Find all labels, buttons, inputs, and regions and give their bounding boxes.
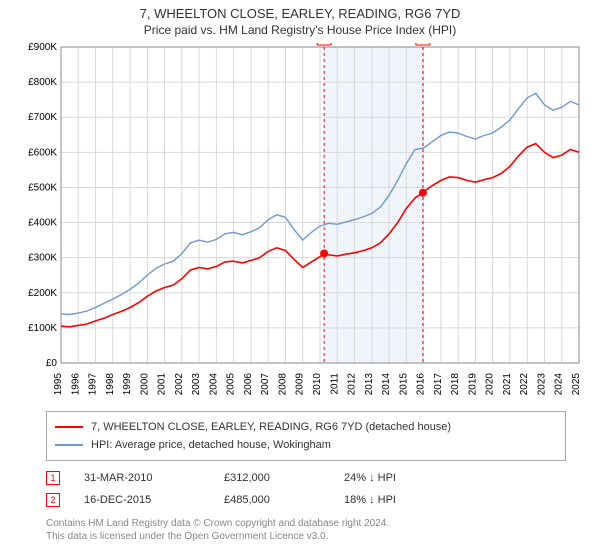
event-row: 1 31-MAR-2010 £312,000 24% ↓ HPI <box>46 467 566 489</box>
svg-text:£100K: £100K <box>28 323 57 334</box>
svg-text:£400K: £400K <box>28 218 57 229</box>
svg-text:2010: 2010 <box>312 373 323 396</box>
svg-text:2002: 2002 <box>174 373 185 396</box>
svg-text:2019: 2019 <box>467 373 478 396</box>
legend: 7, WHEELTON CLOSE, EARLEY, READING, RG6 … <box>46 411 566 461</box>
event-price: £312,000 <box>224 472 344 484</box>
svg-text:£900K: £900K <box>28 43 57 53</box>
svg-text:2005: 2005 <box>226 373 237 396</box>
page-subtitle: Price paid vs. HM Land Registry's House … <box>10 23 590 37</box>
legend-label: HPI: Average price, detached house, Woki… <box>91 439 331 451</box>
footer-line: Contains HM Land Registry data © Crown c… <box>46 517 582 530</box>
svg-text:1996: 1996 <box>70 373 81 396</box>
svg-text:£600K: £600K <box>28 147 57 158</box>
events-table: 1 31-MAR-2010 £312,000 24% ↓ HPI 2 16-DE… <box>46 467 566 511</box>
event-price: £485,000 <box>224 494 344 506</box>
event-date: 16-DEC-2015 <box>84 494 224 506</box>
svg-text:£500K: £500K <box>28 182 57 193</box>
legend-label: 7, WHEELTON CLOSE, EARLEY, READING, RG6 … <box>91 421 451 433</box>
event-delta: 18% ↓ HPI <box>344 494 464 506</box>
event-delta: 24% ↓ HPI <box>344 472 464 484</box>
svg-text:1999: 1999 <box>122 373 133 396</box>
svg-text:2017: 2017 <box>433 373 444 396</box>
svg-text:2008: 2008 <box>277 373 288 396</box>
footer-line: This data is licensed under the Open Gov… <box>46 530 582 543</box>
legend-swatch <box>55 444 83 446</box>
svg-text:1998: 1998 <box>105 373 116 396</box>
footer: Contains HM Land Registry data © Crown c… <box>46 517 582 543</box>
svg-text:2021: 2021 <box>502 373 513 396</box>
event-row: 2 16-DEC-2015 £485,000 18% ↓ HPI <box>46 489 566 511</box>
svg-text:2014: 2014 <box>381 373 392 396</box>
svg-text:2012: 2012 <box>347 373 358 396</box>
svg-text:2024: 2024 <box>554 373 565 396</box>
svg-text:£0: £0 <box>46 358 58 369</box>
legend-swatch <box>55 426 83 428</box>
event-marker-icon: 1 <box>46 471 60 485</box>
svg-text:2000: 2000 <box>139 373 150 396</box>
svg-text:2020: 2020 <box>485 373 496 396</box>
svg-text:£300K: £300K <box>28 253 57 264</box>
svg-text:£200K: £200K <box>28 288 57 299</box>
event-marker-icon: 2 <box>46 493 60 507</box>
svg-text:£800K: £800K <box>28 77 57 88</box>
svg-text:2004: 2004 <box>208 373 219 396</box>
svg-text:2001: 2001 <box>157 373 168 396</box>
svg-text:2018: 2018 <box>450 373 461 396</box>
svg-text:2006: 2006 <box>243 373 254 396</box>
svg-text:2016: 2016 <box>416 373 427 396</box>
price-chart: £0 £100K £200K £300K £400K £500K £600K £700K £80… <box>15 43 585 403</box>
legend-item: HPI: Average price, detached house, Woki… <box>55 436 557 454</box>
svg-text:£700K: £700K <box>28 112 57 123</box>
event-date: 31-MAR-2010 <box>84 472 224 484</box>
legend-item: 7, WHEELTON CLOSE, EARLEY, READING, RG6 … <box>55 418 557 436</box>
svg-text:2015: 2015 <box>398 373 409 396</box>
svg-text:2011: 2011 <box>329 373 340 395</box>
svg-text:2003: 2003 <box>191 373 202 396</box>
svg-text:1995: 1995 <box>53 373 64 396</box>
svg-text:2023: 2023 <box>536 373 547 396</box>
svg-text:2022: 2022 <box>519 373 530 396</box>
page-title: 7, WHEELTON CLOSE, EARLEY, READING, RG6 … <box>10 6 590 21</box>
svg-text:2013: 2013 <box>364 373 375 396</box>
svg-text:2007: 2007 <box>260 373 271 396</box>
svg-text:2009: 2009 <box>295 373 306 396</box>
svg-text:1997: 1997 <box>88 373 99 396</box>
svg-text:2025: 2025 <box>571 373 582 396</box>
